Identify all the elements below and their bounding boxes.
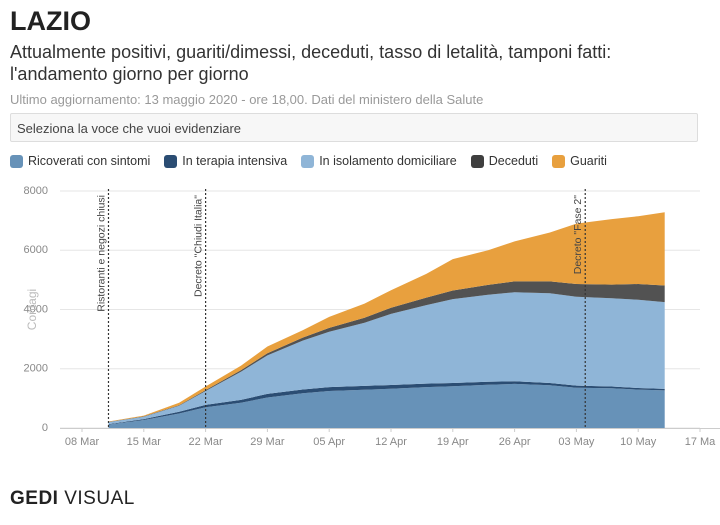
x-tick-label: 29 Mar <box>250 436 285 448</box>
legend-swatch <box>552 154 566 168</box>
x-tick-label: 19 Apr <box>437 436 469 448</box>
x-tick-label: 26 Apr <box>499 436 531 448</box>
annotation-label: Ristoranti e negozi chiusi <box>95 195 107 312</box>
y-tick-label: 8000 <box>24 185 48 197</box>
legend-item[interactable]: In isolamento domiciliare <box>301 154 457 168</box>
legend-swatch <box>470 154 484 168</box>
legend: Ricoverati con sintomi In terapia intensi… <box>10 154 607 168</box>
legend-label: Guariti <box>570 154 607 168</box>
area <box>108 381 665 425</box>
x-tick-label: 12 Apr <box>375 436 407 448</box>
x-tick-label: 10 May <box>620 436 657 448</box>
area <box>108 212 665 422</box>
footer-logo: GEDI VISUAL <box>10 488 135 510</box>
y-tick-label: 6000 <box>24 244 48 256</box>
legend-label: In terapia intensiva <box>182 154 288 168</box>
legend-swatch <box>10 154 23 168</box>
legend-item[interactable]: Ricoverati con sintomi <box>10 154 150 168</box>
update-note: Ultimo aggiornamento: 13 maggio 2020 - o… <box>10 92 484 107</box>
legend-label: Deceduti <box>488 154 539 168</box>
y-tick-label: 0 <box>42 422 48 434</box>
x-tick-label: 15 Mar <box>127 436 162 448</box>
series-select[interactable]: Seleziona la voce che vuoi evidenziare <box>10 113 698 142</box>
y-tick-label: 4000 <box>24 303 48 315</box>
y-tick-label: 2000 <box>24 363 48 375</box>
subtitle: l'andamento giorno per giorno <box>10 64 249 84</box>
x-tick-label: 08 Mar <box>65 436 100 448</box>
x-tick-label: 03 May <box>558 436 595 448</box>
legend-swatch <box>301 154 315 168</box>
legend-item[interactable]: In terapia intensiva <box>164 154 287 168</box>
chart: 0 2000 4000 6000 8000 Contagi 08 Mar 15 Mar 22 M… <box>24 185 720 448</box>
subtitle: Attualmente positivi, guariti/dimessi, d… <box>10 42 612 62</box>
area <box>108 383 665 428</box>
annotation-label: Decreto "Chiudi Italia" <box>192 195 204 297</box>
title: LAZIO <box>10 6 91 36</box>
area <box>108 292 665 425</box>
legend-item[interactable]: Deceduti <box>470 154 539 168</box>
annotation-label: Decreto "Fase 2" <box>572 195 584 275</box>
legend-swatch <box>164 154 178 168</box>
area <box>108 281 665 423</box>
legend-label: In isolamento domiciliare <box>319 154 457 168</box>
brand-label: VISUAL <box>64 488 135 509</box>
brand: GEDI <box>10 488 59 509</box>
x-tick-label: 05 Apr <box>313 436 345 448</box>
x-tick-label: 17 Ma <box>685 436 716 448</box>
x-tick-label: 22 Mar <box>188 436 223 448</box>
legend-label: Ricoverati con sintomi <box>28 154 151 168</box>
legend-item[interactable]: Guariti <box>552 154 607 168</box>
y-axis-label: Contagi <box>25 289 39 330</box>
